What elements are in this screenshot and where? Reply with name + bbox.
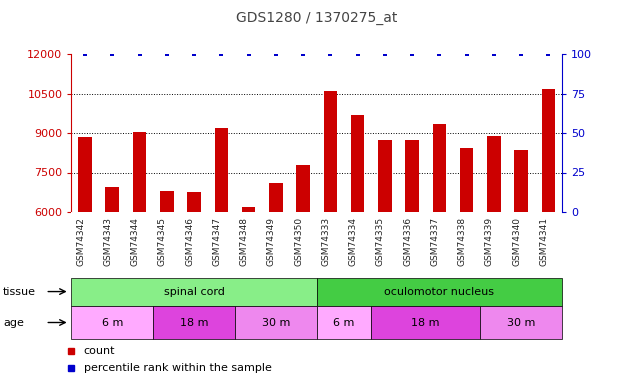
Bar — [71, 306, 153, 339]
Text: GSM74334: GSM74334 — [348, 217, 358, 266]
Text: GSM74343: GSM74343 — [103, 217, 112, 266]
Bar — [296, 165, 310, 212]
Bar — [542, 88, 555, 212]
Text: GSM74345: GSM74345 — [158, 217, 167, 266]
Bar — [317, 306, 371, 339]
Bar — [78, 137, 92, 212]
Bar — [153, 306, 235, 339]
Bar — [106, 187, 119, 212]
Bar — [242, 207, 255, 212]
Text: 30 m: 30 m — [507, 318, 535, 327]
Bar — [371, 306, 480, 339]
Text: GSM74337: GSM74337 — [430, 217, 439, 266]
Text: tissue: tissue — [3, 286, 36, 297]
Bar — [324, 91, 337, 212]
Text: 6 m: 6 m — [333, 318, 355, 327]
Text: GSM74347: GSM74347 — [212, 217, 221, 266]
Bar — [133, 132, 147, 212]
Text: count: count — [84, 346, 115, 356]
Bar — [160, 191, 174, 212]
Text: GSM74338: GSM74338 — [458, 217, 466, 266]
Text: GSM74346: GSM74346 — [185, 217, 194, 266]
Bar — [214, 128, 228, 212]
Text: percentile rank within the sample: percentile rank within the sample — [84, 363, 271, 373]
Text: GSM74344: GSM74344 — [130, 217, 140, 266]
Text: GSM74342: GSM74342 — [76, 217, 85, 266]
Bar — [433, 124, 446, 212]
Bar — [487, 136, 501, 212]
Text: GSM74348: GSM74348 — [240, 217, 248, 266]
Bar — [378, 140, 392, 212]
Text: GDS1280 / 1370275_at: GDS1280 / 1370275_at — [236, 11, 397, 25]
Bar — [480, 306, 562, 339]
Text: GSM74341: GSM74341 — [540, 217, 548, 266]
Bar — [71, 278, 317, 306]
Bar — [235, 306, 317, 339]
Text: spinal cord: spinal cord — [163, 286, 225, 297]
Text: GSM74350: GSM74350 — [294, 217, 303, 266]
Text: oculomotor nucleus: oculomotor nucleus — [384, 286, 494, 297]
Bar — [406, 140, 419, 212]
Text: 18 m: 18 m — [180, 318, 208, 327]
Text: 6 m: 6 m — [102, 318, 123, 327]
Text: 30 m: 30 m — [261, 318, 290, 327]
Bar — [188, 192, 201, 212]
Text: GSM74349: GSM74349 — [267, 217, 276, 266]
Text: GSM74333: GSM74333 — [321, 217, 330, 266]
Text: 18 m: 18 m — [412, 318, 440, 327]
Bar — [460, 148, 473, 212]
Bar — [351, 115, 365, 212]
Text: GSM74336: GSM74336 — [403, 217, 412, 266]
Bar — [514, 150, 528, 212]
Bar — [317, 278, 562, 306]
Text: GSM74340: GSM74340 — [512, 217, 521, 266]
Text: GSM74335: GSM74335 — [376, 217, 385, 266]
Bar — [269, 183, 283, 212]
Text: GSM74339: GSM74339 — [485, 217, 494, 266]
Text: age: age — [3, 318, 24, 327]
